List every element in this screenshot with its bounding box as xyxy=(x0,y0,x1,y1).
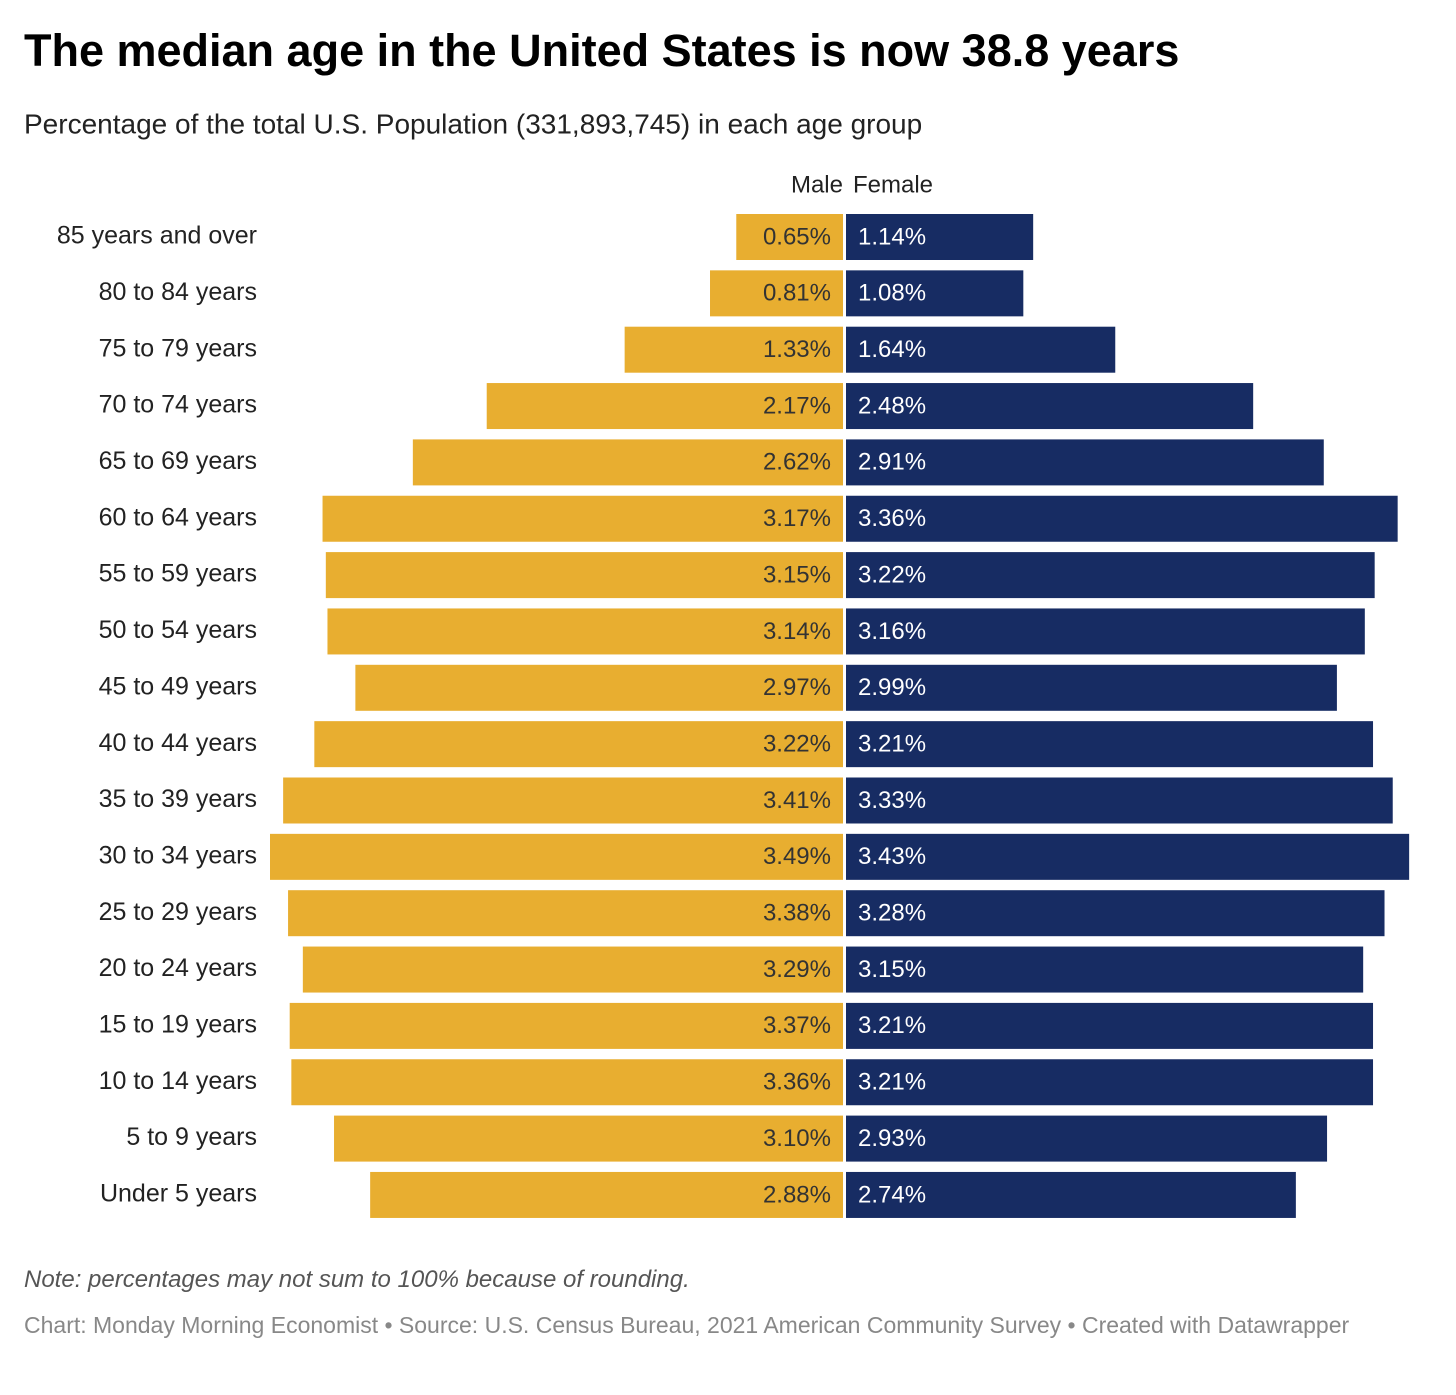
value-label: 3.41% xyxy=(763,787,831,814)
bar xyxy=(846,721,1374,768)
bar xyxy=(412,439,843,486)
bar xyxy=(270,833,843,880)
value-label: 2.93% xyxy=(858,1125,926,1152)
value-label: 2.17% xyxy=(763,392,831,419)
bar xyxy=(846,270,1024,317)
value-label: 0.65% xyxy=(763,223,831,250)
value-label: 3.49% xyxy=(763,843,831,870)
bar xyxy=(846,946,1364,993)
bar xyxy=(736,214,843,260)
value-label: 2.91% xyxy=(858,449,926,476)
y-tick-label: 70 to 74 years xyxy=(99,391,257,419)
value-label: 3.16% xyxy=(858,618,926,645)
value-label: 3.36% xyxy=(858,505,926,532)
value-label: 2.62% xyxy=(763,449,831,476)
value-label: 3.22% xyxy=(763,730,831,757)
bar xyxy=(846,890,1385,937)
bar xyxy=(846,439,1324,486)
bar xyxy=(334,1115,843,1162)
value-label: 1.08% xyxy=(858,280,926,307)
y-tick-label: 25 to 29 years xyxy=(99,898,257,926)
y-tick-label: 50 to 54 years xyxy=(99,616,257,644)
value-label: 3.21% xyxy=(858,1069,926,1096)
bar xyxy=(846,326,1116,373)
y-tick-label: 60 to 64 years xyxy=(99,503,257,531)
y-tick-label: Under 5 years xyxy=(100,1180,257,1208)
bar xyxy=(314,721,844,768)
value-label: 3.10% xyxy=(763,1125,831,1152)
bar xyxy=(846,777,1393,824)
y-tick-label: 85 years and over xyxy=(57,222,257,250)
legend-entry: Female xyxy=(853,171,933,198)
bar xyxy=(486,383,843,430)
value-label: 3.17% xyxy=(763,505,831,532)
y-tick-label: 45 to 49 years xyxy=(99,672,257,700)
y-tick-label: 40 to 44 years xyxy=(99,729,257,757)
chart-title: The median age in the United States is n… xyxy=(24,25,1179,76)
value-label: 1.33% xyxy=(763,336,831,363)
y-tick-label: 80 to 84 years xyxy=(99,278,257,306)
bar xyxy=(370,1171,843,1218)
value-label: 2.97% xyxy=(763,674,831,701)
bar xyxy=(355,664,843,711)
value-label: 1.64% xyxy=(858,336,926,363)
bar xyxy=(846,1002,1374,1049)
value-label: 2.74% xyxy=(858,1181,926,1208)
value-label: 3.38% xyxy=(763,900,831,927)
y-tick-label: 5 to 9 years xyxy=(126,1123,257,1151)
bar xyxy=(846,1171,1296,1218)
value-label: 3.37% xyxy=(763,1012,831,1039)
value-label: 3.15% xyxy=(763,561,831,588)
value-label: 2.48% xyxy=(858,392,926,419)
value-label: 3.14% xyxy=(763,618,831,645)
value-label: 2.99% xyxy=(858,674,926,701)
bar xyxy=(846,383,1254,430)
note: Note: percentages may not sum to 100% be… xyxy=(24,1266,690,1293)
y-tick-label: 30 to 34 years xyxy=(99,841,257,869)
bar xyxy=(846,214,1034,260)
y-tick-label: 55 to 59 years xyxy=(99,560,257,588)
bar xyxy=(327,608,843,655)
bar xyxy=(846,1115,1328,1162)
bar xyxy=(283,777,844,824)
value-label: 2.88% xyxy=(763,1181,831,1208)
bar xyxy=(846,495,1398,542)
bar xyxy=(322,495,843,542)
value-label: 3.15% xyxy=(858,956,926,983)
value-label: 0.81% xyxy=(763,280,831,307)
y-tick-label: 75 to 79 years xyxy=(99,334,257,362)
bar xyxy=(624,326,843,373)
bar xyxy=(288,890,843,937)
bar xyxy=(846,552,1375,599)
y-tick-label: 20 to 24 years xyxy=(99,954,257,982)
legend-entry: Male xyxy=(791,171,843,198)
value-label: 1.14% xyxy=(858,223,926,250)
bar xyxy=(846,833,1410,880)
chart-subtitle: Percentage of the total U.S. Population … xyxy=(24,108,922,139)
bar xyxy=(302,946,843,993)
y-tick-label: 15 to 19 years xyxy=(99,1011,257,1039)
bar xyxy=(846,664,1337,711)
y-tick-label: 65 to 69 years xyxy=(99,447,257,475)
bar xyxy=(846,608,1365,655)
value-label: 3.22% xyxy=(858,561,926,588)
bar xyxy=(289,1002,843,1049)
bar xyxy=(846,1059,1374,1106)
bar xyxy=(325,552,843,599)
value-label: 3.21% xyxy=(858,730,926,757)
y-tick-label: 10 to 14 years xyxy=(99,1067,257,1095)
value-label: 3.43% xyxy=(858,843,926,870)
bar xyxy=(710,270,843,317)
y-tick-label: 35 to 39 years xyxy=(99,785,257,813)
value-label: 3.28% xyxy=(858,900,926,927)
value-label: 3.33% xyxy=(858,787,926,814)
bar xyxy=(291,1059,843,1106)
value-label: 3.29% xyxy=(763,956,831,983)
value-label: 3.21% xyxy=(858,1012,926,1039)
source: Chart: Monday Morning Economist • Source… xyxy=(24,1312,1350,1338)
value-label: 3.36% xyxy=(763,1069,831,1096)
